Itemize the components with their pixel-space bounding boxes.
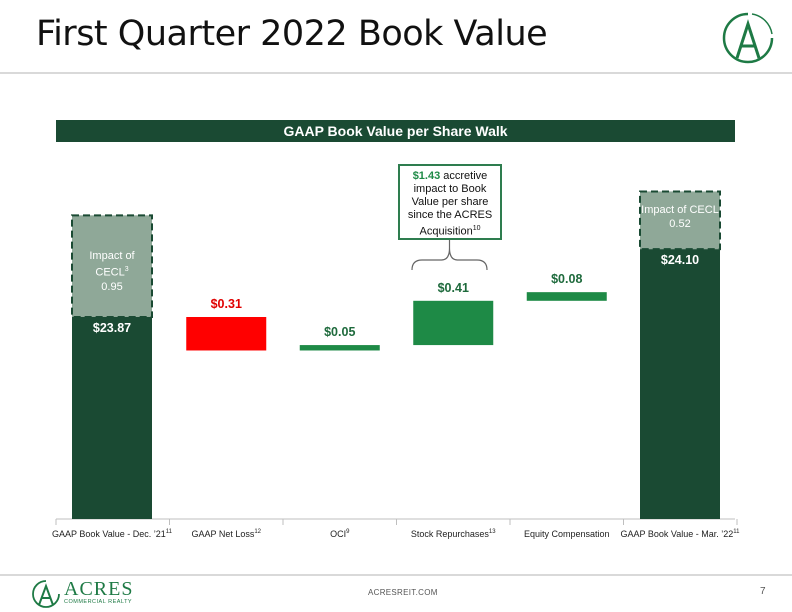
footer-divider (0, 574, 792, 576)
callout-footnote: 10 (472, 225, 481, 232)
x-tick-text: GAAP Book Value - Mar. ’22 (620, 529, 734, 539)
page-title: First Quarter 2022 Book Value (36, 14, 548, 54)
title-divider (0, 72, 792, 74)
callout-text: accretive impact to Book Value per share… (407, 170, 493, 238)
waterfall-bar (186, 317, 267, 351)
x-tick-label: GAAP Book Value - Mar. ’2211 (615, 529, 745, 539)
x-tick-text: Stock Repurchases (410, 529, 489, 539)
waterfall-bar (413, 300, 494, 346)
x-tick-text: Equity Compensation (523, 529, 610, 539)
bar-value-label: $0.08 (551, 272, 583, 287)
cecl-impact-box (639, 190, 721, 251)
waterfall-bar (526, 292, 607, 301)
x-tick-footnote: 12 (254, 529, 262, 535)
bar-value-label: $0.05 (324, 325, 356, 340)
accretive-impact-callout: $1.43 accretive impact to Book Value per… (398, 164, 502, 240)
bar-value-label: $0.41 (437, 280, 469, 295)
bar-value-label: $0.31 (210, 297, 242, 311)
x-tick-label: OCI9 (275, 529, 405, 539)
bar-value-label: $23.87 (92, 321, 132, 335)
cecl-impact-label: Impact of CECL3 0.95 (72, 249, 152, 294)
x-tick-footnote: 9 (346, 529, 350, 535)
x-tick-label: Stock Repurchases13 (388, 529, 518, 539)
bar-value-label: $24.10 (660, 253, 700, 268)
x-tick-footnote: 11 (733, 529, 740, 535)
cecl-footnote: 3 (124, 266, 129, 274)
x-tick-text: GAAP Book Value - Dec. ’21 (52, 529, 166, 539)
cecl-impact-title: Impact of CECL (89, 250, 135, 279)
x-tick-text: GAAP Net Loss (191, 529, 255, 539)
footer-brand-sub: COMMERCIAL REALTY (64, 599, 133, 605)
x-tick-label: GAAP Net Loss12 (161, 529, 291, 539)
callout-bracket (411, 247, 488, 271)
x-tick-text: OCI (330, 529, 347, 539)
footer-url: ACRESREIT.COM (368, 588, 438, 597)
cecl-impact-title: Impact of CECL (641, 204, 719, 217)
chart-banner: GAAP Book Value per Share Walk (56, 120, 735, 142)
footer-brand-name: ACRES (64, 578, 134, 600)
x-tick-label: Equity Compensation (502, 529, 632, 539)
x-tick-footnote: 13 (488, 529, 496, 535)
page-number: 7 (760, 586, 766, 597)
acres-logo-icon (722, 12, 774, 64)
cecl-impact-box (71, 214, 153, 319)
x-tick-footnote: 11 (165, 529, 172, 535)
waterfall-bar (72, 317, 152, 519)
cecl-impact-label: Impact of CECL 0.52 (640, 203, 720, 231)
x-tick-label: GAAP Book Value - Dec. ’2111 (47, 529, 177, 539)
cecl-impact-value: 0.52 (669, 218, 691, 231)
acres-footer-logo-icon (32, 580, 60, 608)
callout-amount: $1.43 (412, 170, 441, 182)
waterfall-bar (640, 249, 720, 519)
cecl-impact-value: 0.95 (101, 281, 123, 293)
waterfall-bar (299, 345, 380, 351)
